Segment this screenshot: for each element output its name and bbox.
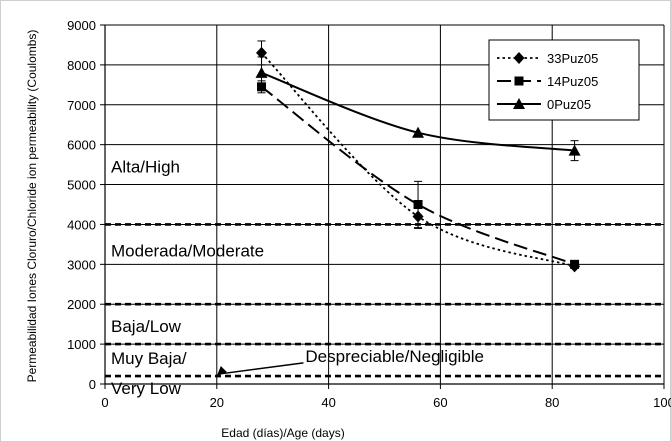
zone-label: Muy Baja/ <box>111 349 187 368</box>
data-point <box>413 200 423 209</box>
y-tick-label: 9000 <box>67 18 96 33</box>
zone-label: Moderada/Moderate <box>111 241 264 260</box>
series-line <box>260 86 575 266</box>
legend-label: 0Puz05 <box>547 97 591 112</box>
x-tick-label: 60 <box>433 395 447 410</box>
legend-label: 33Puz05 <box>547 51 598 66</box>
y-tick-label: 2000 <box>67 297 96 312</box>
legend-label: 14Puz05 <box>547 74 598 89</box>
x-tick-label: 0 <box>101 395 108 410</box>
y-axis-title: Permeabilidad Iones Cloruro/Chloride ion… <box>25 30 39 383</box>
x-tick-label: 100 <box>653 395 671 410</box>
zone-label: Alta/High <box>111 158 180 177</box>
y-tick-label: 4000 <box>67 217 96 232</box>
axes: 0 1000 2000 3000 4000 5000 6000 7000 8000 9000 0 20… <box>67 18 671 410</box>
x-tick-label: 20 <box>210 395 224 410</box>
legend-marker <box>513 52 525 64</box>
annotation-label: Despreciable/Negligible <box>305 347 484 366</box>
y-tick-label: 0 <box>89 377 96 392</box>
y-tick-label: 8000 <box>67 58 96 73</box>
legend-marker <box>513 98 525 109</box>
x-axis-title: Edad (días)/Age (days) <box>221 426 344 440</box>
data-point <box>256 46 268 59</box>
legend-marker <box>514 76 524 86</box>
threshold-lines <box>105 223 664 378</box>
data-point <box>570 259 580 269</box>
zone-label: Baja/Low <box>111 317 182 336</box>
x-tick-label: 80 <box>545 395 559 410</box>
zone-label: Very Low <box>111 379 182 398</box>
data-point <box>568 144 581 156</box>
y-tick-label: 3000 <box>67 257 96 272</box>
y-tick-label: 6000 <box>67 138 96 153</box>
legend: 33Puz05 14Puz05 0Puz05 <box>488 39 640 121</box>
x-tick-label: 40 <box>321 395 335 410</box>
y-tick-label: 7000 <box>67 98 96 113</box>
data-point <box>255 66 268 78</box>
series-group <box>255 40 581 273</box>
annotation-arrow <box>218 362 304 375</box>
data-point <box>412 126 425 138</box>
annotation-arrowhead <box>216 366 227 377</box>
legend-box <box>488 39 640 121</box>
y-tick-label: 1000 <box>67 337 96 352</box>
annotation-group: Despreciable/Negligible <box>216 347 484 377</box>
y-tick-label: 5000 <box>67 178 96 193</box>
